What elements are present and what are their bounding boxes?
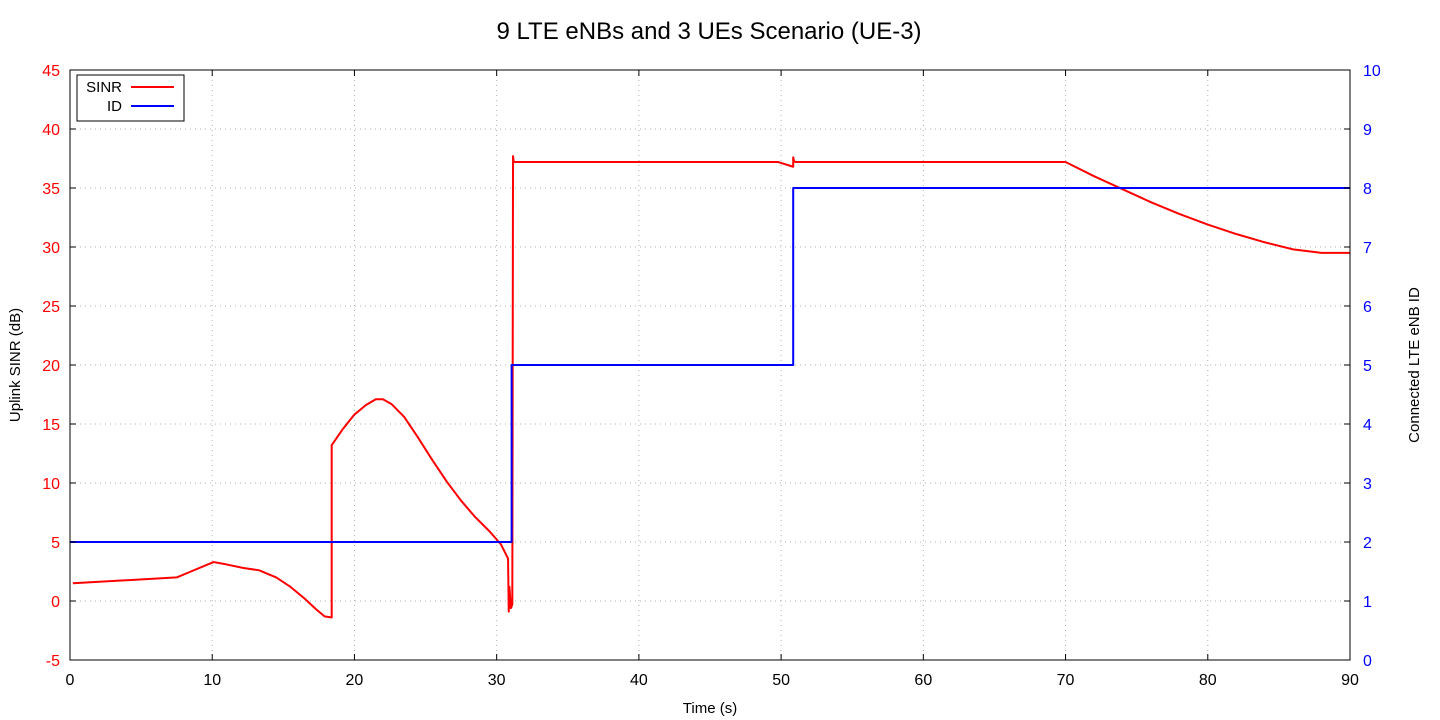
- y-tick-label: 35: [42, 181, 60, 198]
- y-tick-label: 30: [42, 240, 60, 257]
- y2-tick-label: 7: [1363, 240, 1372, 257]
- x-tick-label: 0: [66, 672, 75, 689]
- y-tick-label: 5: [51, 535, 60, 552]
- y-tick-label: 45: [42, 63, 60, 80]
- y2-tick-label: 4: [1363, 417, 1372, 434]
- y2-tick-label: 9: [1363, 122, 1372, 139]
- x-tick-label: 50: [772, 672, 790, 689]
- x-tick-label: 70: [1057, 672, 1075, 689]
- y-tick-label: -5: [46, 653, 60, 670]
- x-tick-label: 40: [630, 672, 648, 689]
- ticks: 0 10 20 30 40 50 60 70 80 90-50510152025303540450…: [42, 63, 1381, 689]
- y2-tick-label: 1: [1363, 594, 1372, 611]
- y2-tick-label: 6: [1363, 299, 1372, 316]
- y-tick-label: 40: [42, 122, 60, 139]
- series-line-sinr: [72, 155, 1350, 619]
- y2-tick-label: 8: [1363, 181, 1372, 198]
- x-tick-label: 30: [488, 672, 506, 689]
- x-tick-label: 20: [346, 672, 364, 689]
- y-tick-label: 0: [51, 594, 60, 611]
- y2-tick-label: 3: [1363, 476, 1372, 493]
- chart-title: 9 LTE eNBs and 3 UEs Scenario (UE-3): [496, 18, 921, 45]
- y-tick-label: 10: [42, 476, 60, 493]
- y2-tick-label: 0: [1363, 653, 1372, 670]
- y2-axis-label: Connected LTE eNB ID: [1406, 287, 1423, 443]
- series-layer: [70, 155, 1350, 619]
- y-tick-label: 15: [42, 417, 60, 434]
- series-line-id: [70, 187, 1350, 543]
- y2-tick-label: 5: [1363, 358, 1372, 375]
- x-tick-label: 10: [203, 672, 221, 689]
- x-tick-label: 80: [1199, 672, 1217, 689]
- legend: SINR ID: [76, 74, 185, 122]
- y2-tick-label: 10: [1363, 63, 1381, 80]
- y-axis-label: Uplink SINR (dB): [7, 308, 24, 422]
- x-tick-label: 60: [914, 672, 932, 689]
- legend-box: [76, 74, 185, 122]
- y-tick-label: 20: [42, 358, 60, 375]
- legend-label: SINR: [86, 79, 122, 96]
- x-axis-label: Time (s): [683, 700, 737, 717]
- y-tick-label: 25: [42, 299, 60, 316]
- legend-label: ID: [107, 98, 122, 115]
- y2-tick-label: 2: [1363, 535, 1372, 552]
- x-tick-label: 90: [1341, 672, 1359, 689]
